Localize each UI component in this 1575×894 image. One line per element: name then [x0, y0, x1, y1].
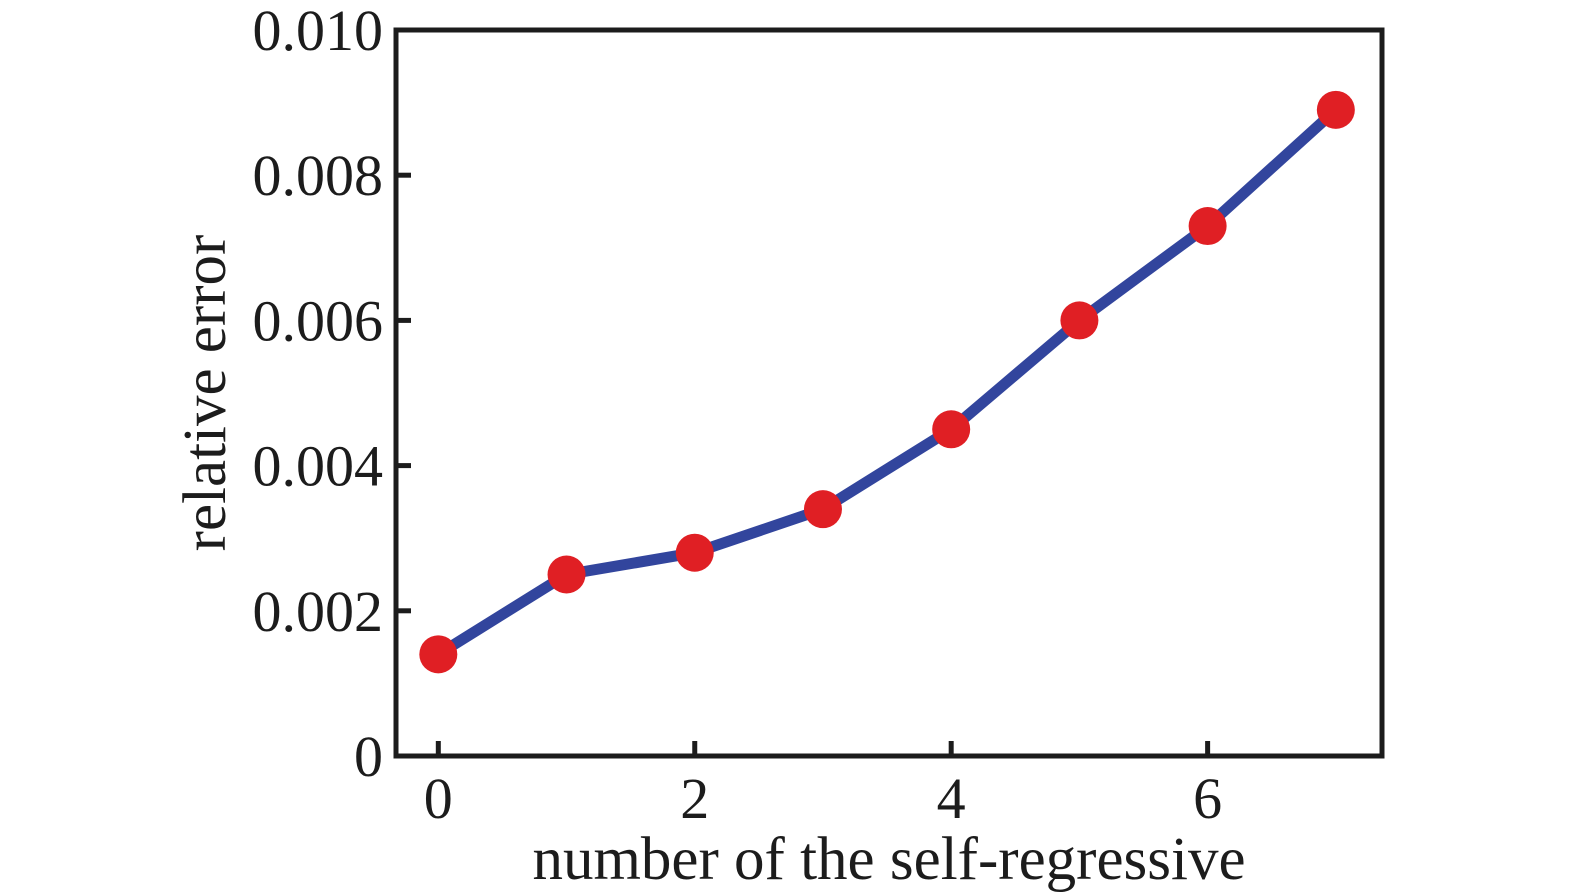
- y-tick-label: 0.004: [253, 434, 384, 499]
- data-point: [675, 533, 714, 572]
- y-tick-label: 0.008: [253, 143, 384, 208]
- y-tick-label: 0.006: [253, 288, 384, 353]
- y-tick-label: 0.002: [253, 579, 384, 644]
- data-point: [419, 635, 458, 674]
- x-tick-label: 2: [680, 766, 709, 831]
- x-tick-label: 4: [937, 766, 966, 831]
- x-tick-label: 6: [1193, 766, 1222, 831]
- data-point: [1060, 301, 1099, 340]
- data-point: [1188, 207, 1227, 246]
- chart-generated-layer: 0 2 4 6 0 0.002 0.004 0.006 0.008 0.010: [253, 0, 1355, 831]
- data-point: [547, 555, 586, 594]
- x-tick-label: 0: [424, 766, 453, 831]
- plot-border: [393, 27, 1385, 759]
- y-axis-label: relative error: [172, 235, 239, 552]
- data-point: [1316, 90, 1355, 129]
- y-tick-label: 0: [354, 724, 383, 789]
- data-point: [803, 490, 842, 529]
- data-line: [432, 104, 1342, 660]
- x-axis-label: number of the self-regressive: [532, 826, 1245, 893]
- y-tick-label: 0.010: [253, 0, 384, 63]
- data-point: [932, 410, 971, 449]
